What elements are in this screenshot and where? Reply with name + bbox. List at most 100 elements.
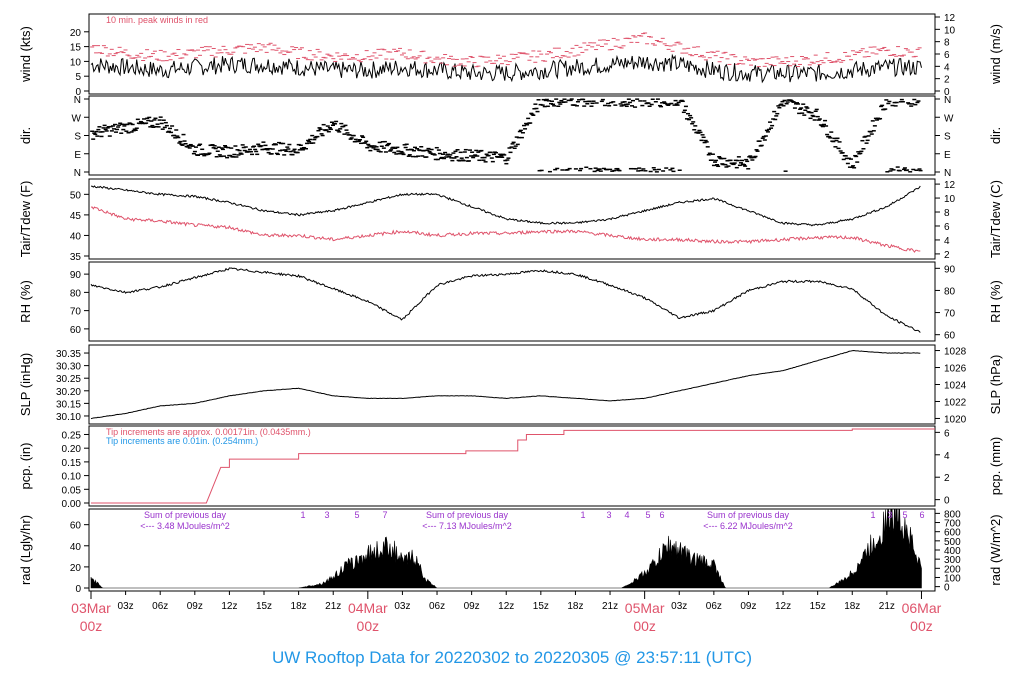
ylabel-left-wind: wind (kts) [18, 26, 33, 83]
uv-index-label: 1 [300, 510, 305, 520]
uv-index-label: 1 [870, 510, 875, 520]
ytick-label-right-rad: 600 [944, 528, 961, 539]
xtick-label: 06z [429, 601, 445, 612]
xtick-major-time: 00z [910, 618, 933, 634]
xtick-label: 21z [879, 601, 895, 612]
uv-index-label: 3 [887, 510, 892, 520]
panel-frame-slp [88, 344, 936, 425]
rad-sum-title: Sum of previous day [144, 510, 227, 520]
ytick-label-left-rad: 40 [70, 542, 82, 553]
xtick-major-time: 00z [633, 618, 656, 634]
ytick-label-right-rad: 400 [944, 546, 961, 557]
panel-frame-rh [88, 261, 936, 342]
ylabel-left-temp: Tair/Tdew (F) [18, 181, 33, 258]
ytick-label-right-temp: 8 [944, 208, 950, 219]
uv-index-label: 3 [324, 510, 329, 520]
xtick-label: 03z [394, 601, 410, 612]
ytick-label-right-pcp: 2 [944, 473, 950, 484]
ytick-label-right-rad: 300 [944, 555, 961, 566]
ytick-label-right-rh: 80 [944, 286, 956, 297]
ytick-label-right-wind: 8 [944, 38, 950, 49]
ylabel-right-temp: Tair/Tdew (C) [988, 180, 1003, 258]
ytick-label-right-temp: 2 [944, 250, 950, 261]
ytick-label-left-rad: 20 [70, 563, 82, 574]
ytick-label-left-temp: 40 [70, 231, 82, 242]
xtick-major-date: 05Mar [625, 600, 665, 616]
xtick-label: 06z [706, 601, 722, 612]
xtick-label: 18z [291, 601, 307, 612]
ytick-label-left-wind: 20 [70, 28, 82, 39]
ytick-label-right-dir: W [944, 113, 954, 124]
xtick-label: 21z [602, 601, 618, 612]
xtick-major-time: 00z [357, 618, 380, 634]
ytick-label-right-rh: 70 [944, 309, 956, 320]
xtick-major-date: 03Mar [71, 600, 111, 616]
footer-title: UW Rooftop Data for 20220302 to 20220305… [271, 648, 752, 667]
ytick-label-right-dir: N [944, 95, 951, 106]
xtick-label: 12z [221, 601, 237, 612]
ytick-label-right-rad: 700 [944, 519, 961, 530]
ytick-label-right-slp: 1022 [944, 397, 967, 408]
ytick-label-left-pcp: 0.05 [62, 485, 82, 496]
ytick-label-left-wind: 10 [70, 57, 82, 68]
ytick-label-left-wind: 0 [75, 87, 81, 98]
ylabel-left-rad: rad (Lgly/hr) [18, 515, 33, 585]
ytick-label-left-slp: 30.10 [56, 412, 81, 423]
ylabel-right-slp: SLP (hPa) [988, 355, 1003, 415]
rad-sum-value: <--- 3.48 MJoules/m^2 [140, 521, 230, 531]
ytick-label-left-dir: E [74, 150, 81, 161]
ytick-label-right-dir: N [944, 168, 951, 179]
ytick-label-left-wind: 15 [70, 43, 82, 54]
ytick-label-right-pcp: 4 [944, 451, 950, 462]
ytick-label-right-temp: 12 [944, 180, 956, 191]
ytick-label-left-rh: 90 [70, 270, 82, 281]
ytick-label-left-slp: 30.30 [56, 362, 81, 373]
xtick-label: 03z [671, 601, 687, 612]
ytick-label-left-temp: 50 [70, 190, 82, 201]
ylabel-right-wind: wind (m/s) [988, 24, 1003, 85]
ytick-label-left-pcp: 0.15 [62, 458, 82, 469]
ytick-label-left-wind: 5 [75, 72, 81, 83]
ytick-label-right-wind: 0 [944, 87, 950, 98]
ytick-label-right-dir: S [944, 132, 951, 143]
ytick-label-left-pcp: 0.00 [62, 499, 82, 510]
ytick-label-left-dir: W [72, 113, 82, 124]
wind-annotation: 10 min. peak winds in red [106, 15, 208, 25]
uv-index-label: 4 [624, 510, 629, 520]
xtick-label: 15z [533, 601, 549, 612]
ytick-label-left-temp: 45 [70, 211, 82, 222]
xtick-label: 21z [325, 601, 341, 612]
ytick-label-left-temp: 35 [70, 252, 82, 263]
ytick-label-right-rad: 100 [944, 573, 961, 584]
ytick-label-right-slp: 1026 [944, 364, 967, 375]
ytick-label-left-dir: N [74, 95, 81, 106]
ytick-label-left-pcp: 0.10 [62, 472, 82, 483]
xtick-label: 03z [118, 601, 134, 612]
rad-area [90, 509, 922, 589]
tair-line [90, 185, 921, 227]
uv-index-label: 5 [354, 510, 359, 520]
ytick-label-right-pcp: 0 [944, 496, 950, 507]
ytick-label-right-wind: 4 [944, 62, 950, 73]
xtick-label: 09z [187, 601, 203, 612]
ytick-label-right-rad: 0 [944, 583, 950, 594]
ytick-label-left-pcp: 0.25 [62, 430, 82, 441]
ytick-label-right-rad: 500 [944, 537, 961, 548]
uv-index-label: 5 [645, 510, 650, 520]
ytick-label-right-slp: 1020 [944, 414, 967, 425]
ytick-label-right-rad: 200 [944, 564, 961, 575]
rad-sum-title: Sum of previous day [426, 510, 509, 520]
ytick-label-right-wind: 10 [944, 25, 956, 36]
ytick-label-left-rad: 0 [75, 584, 81, 595]
wind-mean-line [90, 53, 922, 84]
ylabel-right-pcp: pcp. (mm) [988, 437, 1003, 496]
panel-frame-temp [88, 178, 936, 260]
xtick-label: 09z [464, 601, 480, 612]
ytick-label-left-slp: 30.20 [56, 387, 81, 398]
ytick-label-left-rh: 80 [70, 288, 82, 299]
rad-sum-value: <--- 6.22 MJoules/m^2 [703, 521, 793, 531]
xtick-label: 12z [775, 601, 791, 612]
rad-sum-value: <--- 7.13 MJoules/m^2 [422, 521, 512, 531]
ytick-label-right-temp: 10 [944, 194, 956, 205]
